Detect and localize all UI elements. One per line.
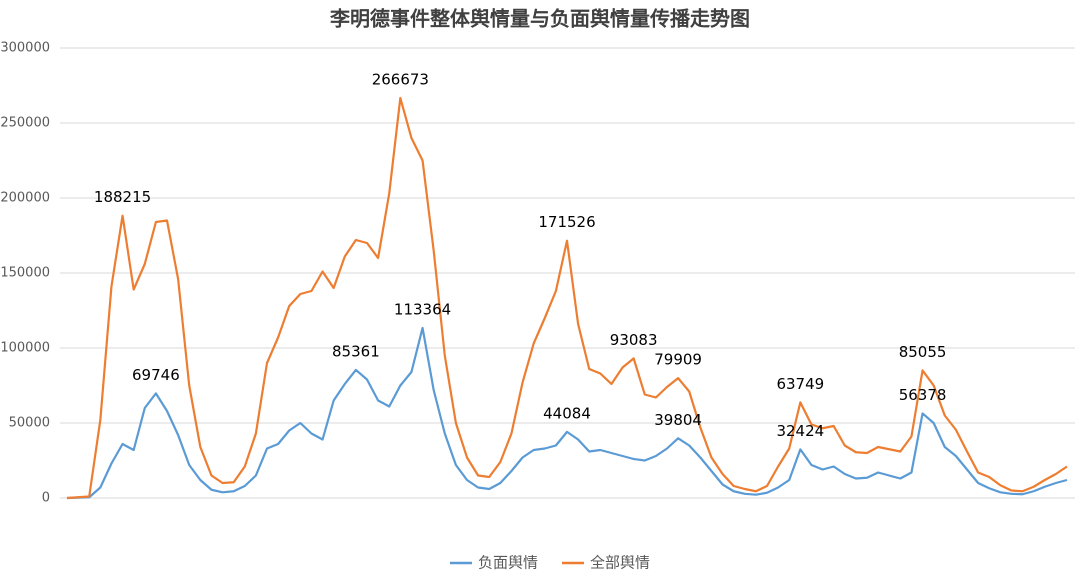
data-label: 171526 (538, 213, 595, 231)
data-label: 93083 (610, 331, 658, 349)
y-tick-label: 150000 (0, 266, 50, 281)
legend-label: 负面舆情 (478, 554, 538, 572)
y-tick-label: 100000 (0, 341, 50, 356)
y-tick-label: 0 (42, 491, 50, 506)
data-label: 85361 (332, 342, 380, 360)
line-series (66, 326, 1068, 500)
y-tick-label: 300000 (0, 41, 50, 56)
legend-label: 全部舆情 (590, 554, 650, 572)
y-tick-label: 50000 (9, 416, 50, 431)
data-label: 56378 (899, 386, 947, 404)
data-label: 44084 (543, 404, 591, 422)
y-tick-label: 200000 (0, 191, 50, 206)
chart-title: 李明德事件整体舆情量与负面舆情量传播走势图 (329, 7, 750, 31)
data-label: 113364 (394, 300, 451, 318)
data-label: 266673 (372, 70, 429, 88)
data-label: 32424 (776, 422, 824, 440)
y-tick-label: 250000 (0, 116, 50, 131)
data-label: 85055 (899, 343, 947, 361)
data-label: 63749 (776, 375, 824, 393)
data-label: 39804 (654, 411, 702, 429)
data-label: 69746 (132, 366, 180, 384)
line-series (66, 96, 1068, 500)
data-label: 79909 (654, 351, 702, 369)
data-label: 188215 (94, 188, 151, 206)
